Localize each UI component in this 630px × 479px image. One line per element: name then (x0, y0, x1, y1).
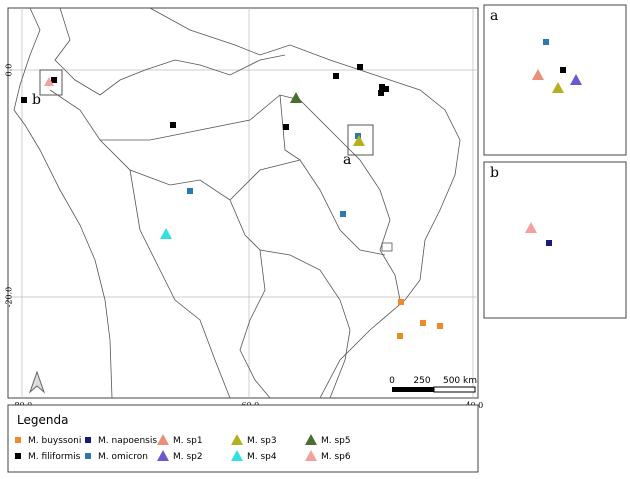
border (299, 159, 386, 256)
legend-label: M. napoensis (98, 436, 157, 446)
border (129, 169, 231, 399)
legend-symbol (305, 450, 317, 461)
point (357, 64, 363, 70)
legend-symbol (15, 453, 21, 459)
coastline (13, 7, 113, 399)
legend-title: Legenda (17, 413, 68, 427)
point (570, 74, 582, 85)
border (54, 7, 286, 96)
point (333, 73, 339, 79)
borders (13, 7, 461, 399)
legend-label: M. buyssoni (28, 436, 81, 446)
lat-label: 0.0 (5, 64, 14, 77)
scale-label: 250 (413, 376, 430, 386)
point (397, 333, 403, 339)
point (420, 320, 426, 326)
border (381, 242, 393, 252)
border (239, 249, 271, 399)
point (160, 228, 172, 239)
scale-label: 500 km (443, 376, 477, 386)
point (378, 90, 384, 96)
coastline (149, 7, 461, 399)
point (290, 92, 302, 103)
point (21, 97, 27, 103)
inset-box (39, 69, 63, 96)
legend-symbol (305, 434, 317, 445)
point (546, 240, 552, 246)
legend-symbol (157, 434, 169, 445)
legend-label: M. sp2 (173, 452, 203, 462)
point (283, 124, 289, 130)
border (229, 94, 301, 201)
point (379, 84, 385, 90)
point (187, 188, 193, 194)
point (44, 77, 54, 86)
point (353, 135, 365, 146)
lat-label: -20.0 (5, 287, 14, 308)
legend-label: M. sp1 (173, 436, 203, 446)
inset-label: b (490, 165, 499, 181)
border (100, 94, 401, 301)
inset-label: a (490, 8, 498, 24)
inset-frame (483, 161, 627, 319)
point (437, 323, 443, 329)
point (532, 69, 544, 80)
legend-label: M. sp4 (247, 452, 277, 462)
legend-symbol (15, 437, 21, 443)
point (355, 133, 361, 139)
scale-bar: 0 250 500 km (389, 376, 477, 393)
legend-symbol (231, 450, 243, 461)
legend-label: M. sp6 (321, 452, 351, 462)
point (398, 299, 404, 305)
marker-label: a (343, 152, 351, 168)
graticule (8, 8, 478, 398)
point (170, 122, 176, 128)
occurrences (21, 64, 443, 339)
north-arrow (28, 370, 46, 394)
legend: M. buyssoni M. filiformis M. napoensis M. o… (15, 434, 351, 462)
main-map-frame (7, 7, 479, 399)
inset-box (347, 124, 374, 156)
legend-label: M. sp3 (247, 436, 277, 446)
legend-symbol (231, 434, 243, 445)
legend-label: M. sp5 (321, 436, 351, 446)
point (51, 77, 57, 83)
legend-label: M. filiformis (28, 452, 81, 462)
point (560, 67, 566, 73)
legend-symbol (85, 453, 91, 459)
scale-segment (392, 387, 434, 392)
legend-symbol (85, 437, 91, 443)
point (552, 82, 564, 93)
inset-frame (483, 4, 627, 156)
legend-label: M. omicron (98, 452, 148, 462)
point (383, 86, 389, 92)
scale-segment (433, 386, 476, 393)
point (340, 211, 346, 217)
scale-label: 0 (389, 376, 395, 386)
point (525, 222, 537, 233)
border (49, 89, 351, 399)
point (543, 39, 549, 45)
marker-label: b (32, 92, 41, 108)
legend-symbol (157, 450, 169, 461)
